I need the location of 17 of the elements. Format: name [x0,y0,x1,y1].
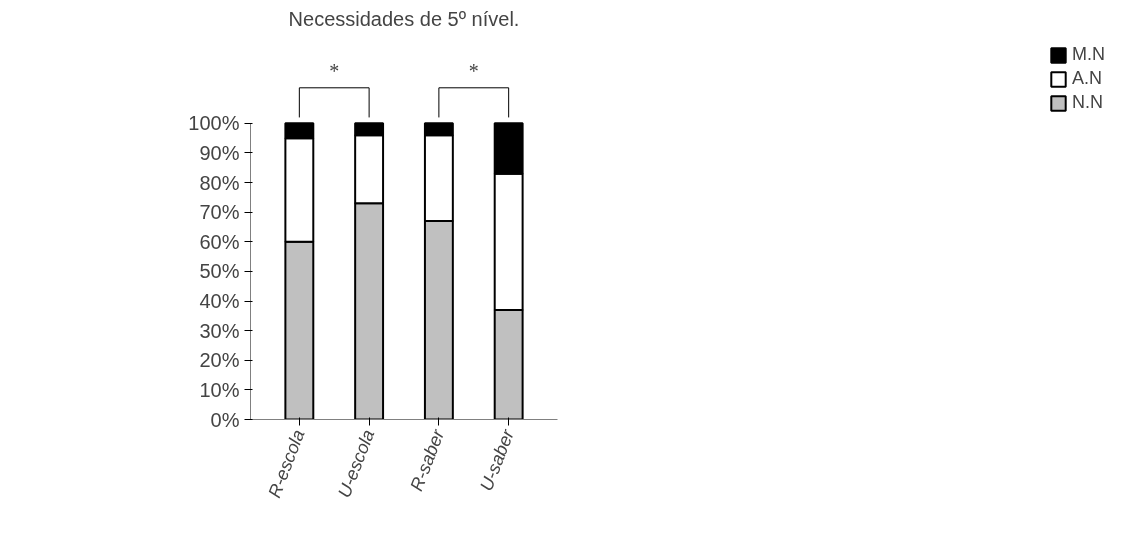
y-tick-label: 40% [199,290,240,313]
y-tick-label: 10% [199,378,240,401]
text: * [468,59,479,82]
legend-label: M.N [1072,44,1105,65]
text: * [329,59,340,82]
y-tick-label: 0% [210,408,240,431]
y-tick-label: 20% [199,349,240,372]
y-tick-label: 90% [199,141,240,164]
y-tick-label: 50% [199,260,240,283]
legend-label: N.N [1072,92,1103,113]
y-tick-label: 30% [199,319,240,342]
y-tick-label: 80% [199,171,240,194]
y-tick-label: 70% [199,201,240,224]
y-tick-label: 100% [188,112,240,135]
legend-label: A.N [1072,68,1103,89]
y-tick-label: 60% [199,230,240,253]
chart-title: Necessidades de 5º nível. [288,7,520,30]
